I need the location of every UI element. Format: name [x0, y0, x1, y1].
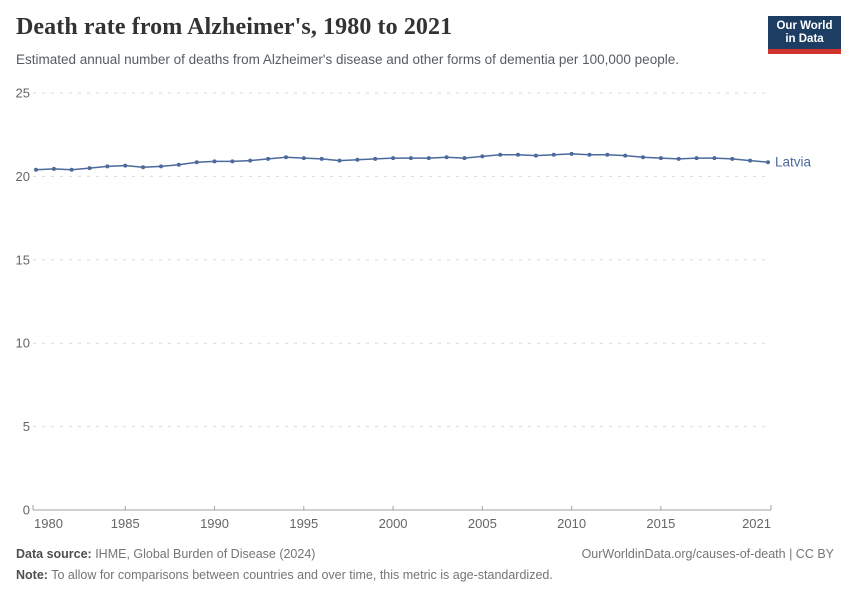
data-point[interactable] — [194, 160, 199, 165]
data-point[interactable] — [34, 167, 38, 172]
data-point[interactable] — [69, 167, 74, 172]
data-line-latvia[interactable] — [35, 153, 769, 171]
data-point[interactable] — [266, 156, 271, 161]
x-axis-tick-label: 1995 — [289, 516, 318, 531]
x-axis-tick-label: 1990 — [200, 516, 229, 531]
data-point[interactable] — [516, 152, 520, 157]
note-text: To allow for comparisons between countri… — [47, 568, 553, 582]
line-chart[interactable]: 0 5 10 15 20 25 1980 1985 1990 1995 2000 2005 2010 20… — [0, 0, 850, 540]
x-axis-tick-label: 1980 — [34, 516, 63, 531]
data-source-text: IHME, Global Burden of Disease (2024) — [91, 547, 316, 561]
data-point[interactable] — [176, 162, 181, 167]
data-point[interactable] — [51, 166, 56, 171]
data-point[interactable] — [766, 160, 770, 165]
owid-logo-line2: in Data — [785, 33, 824, 46]
data-point[interactable] — [480, 154, 485, 159]
data-point[interactable] — [426, 156, 431, 161]
y-axis-tick-label: 25 — [16, 86, 30, 101]
data-point[interactable] — [373, 156, 378, 161]
data-point[interactable] — [748, 158, 753, 163]
data-point[interactable] — [337, 158, 342, 163]
data-point[interactable] — [212, 159, 217, 164]
data-point[interactable] — [498, 152, 503, 157]
data-point[interactable] — [408, 156, 413, 161]
chart-footer: Data source: IHME, Global Burden of Dise… — [16, 547, 834, 582]
x-axis-tick-label: 2015 — [646, 516, 675, 531]
owid-link[interactable]: OurWorldinData.org/causes-of-death | CC … — [581, 547, 834, 561]
data-point[interactable] — [319, 156, 324, 161]
note-label: Note: — [16, 568, 48, 582]
data-point[interactable] — [605, 152, 610, 157]
data-point[interactable] — [87, 166, 92, 171]
data-point[interactable] — [658, 156, 663, 161]
x-axis-tick-label: 2021 — [742, 516, 771, 531]
data-point[interactable] — [284, 155, 288, 160]
y-axis-tick-label: 0 — [23, 503, 30, 518]
x-axis-tick-label: 2000 — [379, 516, 408, 531]
data-source-label: Data source: — [16, 547, 92, 561]
y-axis-tick-label: 10 — [16, 336, 30, 351]
data-point[interactable] — [676, 156, 681, 161]
owid-logo: Our World in Data — [768, 16, 841, 55]
data-point[interactable] — [355, 157, 360, 162]
data-point[interactable] — [301, 156, 306, 161]
entity-label[interactable]: Latvia — [775, 155, 812, 170]
x-axis-tick-label: 2005 — [468, 516, 497, 531]
y-axis-tick-label: 20 — [16, 169, 30, 184]
data-point[interactable] — [444, 155, 449, 160]
data-point[interactable] — [533, 153, 538, 158]
data-point[interactable] — [123, 163, 128, 168]
data-source: Data source: IHME, Global Burden of Dise… — [16, 547, 315, 561]
data-point[interactable] — [569, 151, 574, 156]
data-point[interactable] — [551, 152, 556, 157]
data-point[interactable] — [230, 159, 235, 164]
page-title: Death rate from Alzheimer's, 1980 to 202… — [16, 14, 453, 40]
owid-logo-line1: Our World — [776, 20, 833, 32]
data-point[interactable] — [391, 156, 396, 161]
note: Note: To allow for comparisons between c… — [16, 568, 553, 582]
data-point[interactable] — [623, 153, 628, 158]
x-axis-tick-label: 2010 — [557, 516, 586, 531]
data-point[interactable] — [641, 155, 645, 160]
data-point[interactable] — [105, 164, 110, 169]
data-point[interactable] — [712, 156, 717, 161]
page-subtitle: Estimated annual number of deaths from A… — [16, 52, 679, 67]
y-axis-tick-label: 15 — [16, 252, 30, 267]
data-point[interactable] — [248, 158, 253, 163]
x-axis-tick-label: 1985 — [111, 516, 140, 531]
data-point[interactable] — [730, 156, 735, 161]
data-point[interactable] — [587, 152, 592, 157]
y-axis-tick-label: 5 — [23, 419, 30, 434]
data-point[interactable] — [159, 164, 163, 169]
data-point[interactable] — [462, 156, 467, 161]
data-point[interactable] — [694, 156, 699, 161]
data-point[interactable] — [141, 165, 146, 170]
